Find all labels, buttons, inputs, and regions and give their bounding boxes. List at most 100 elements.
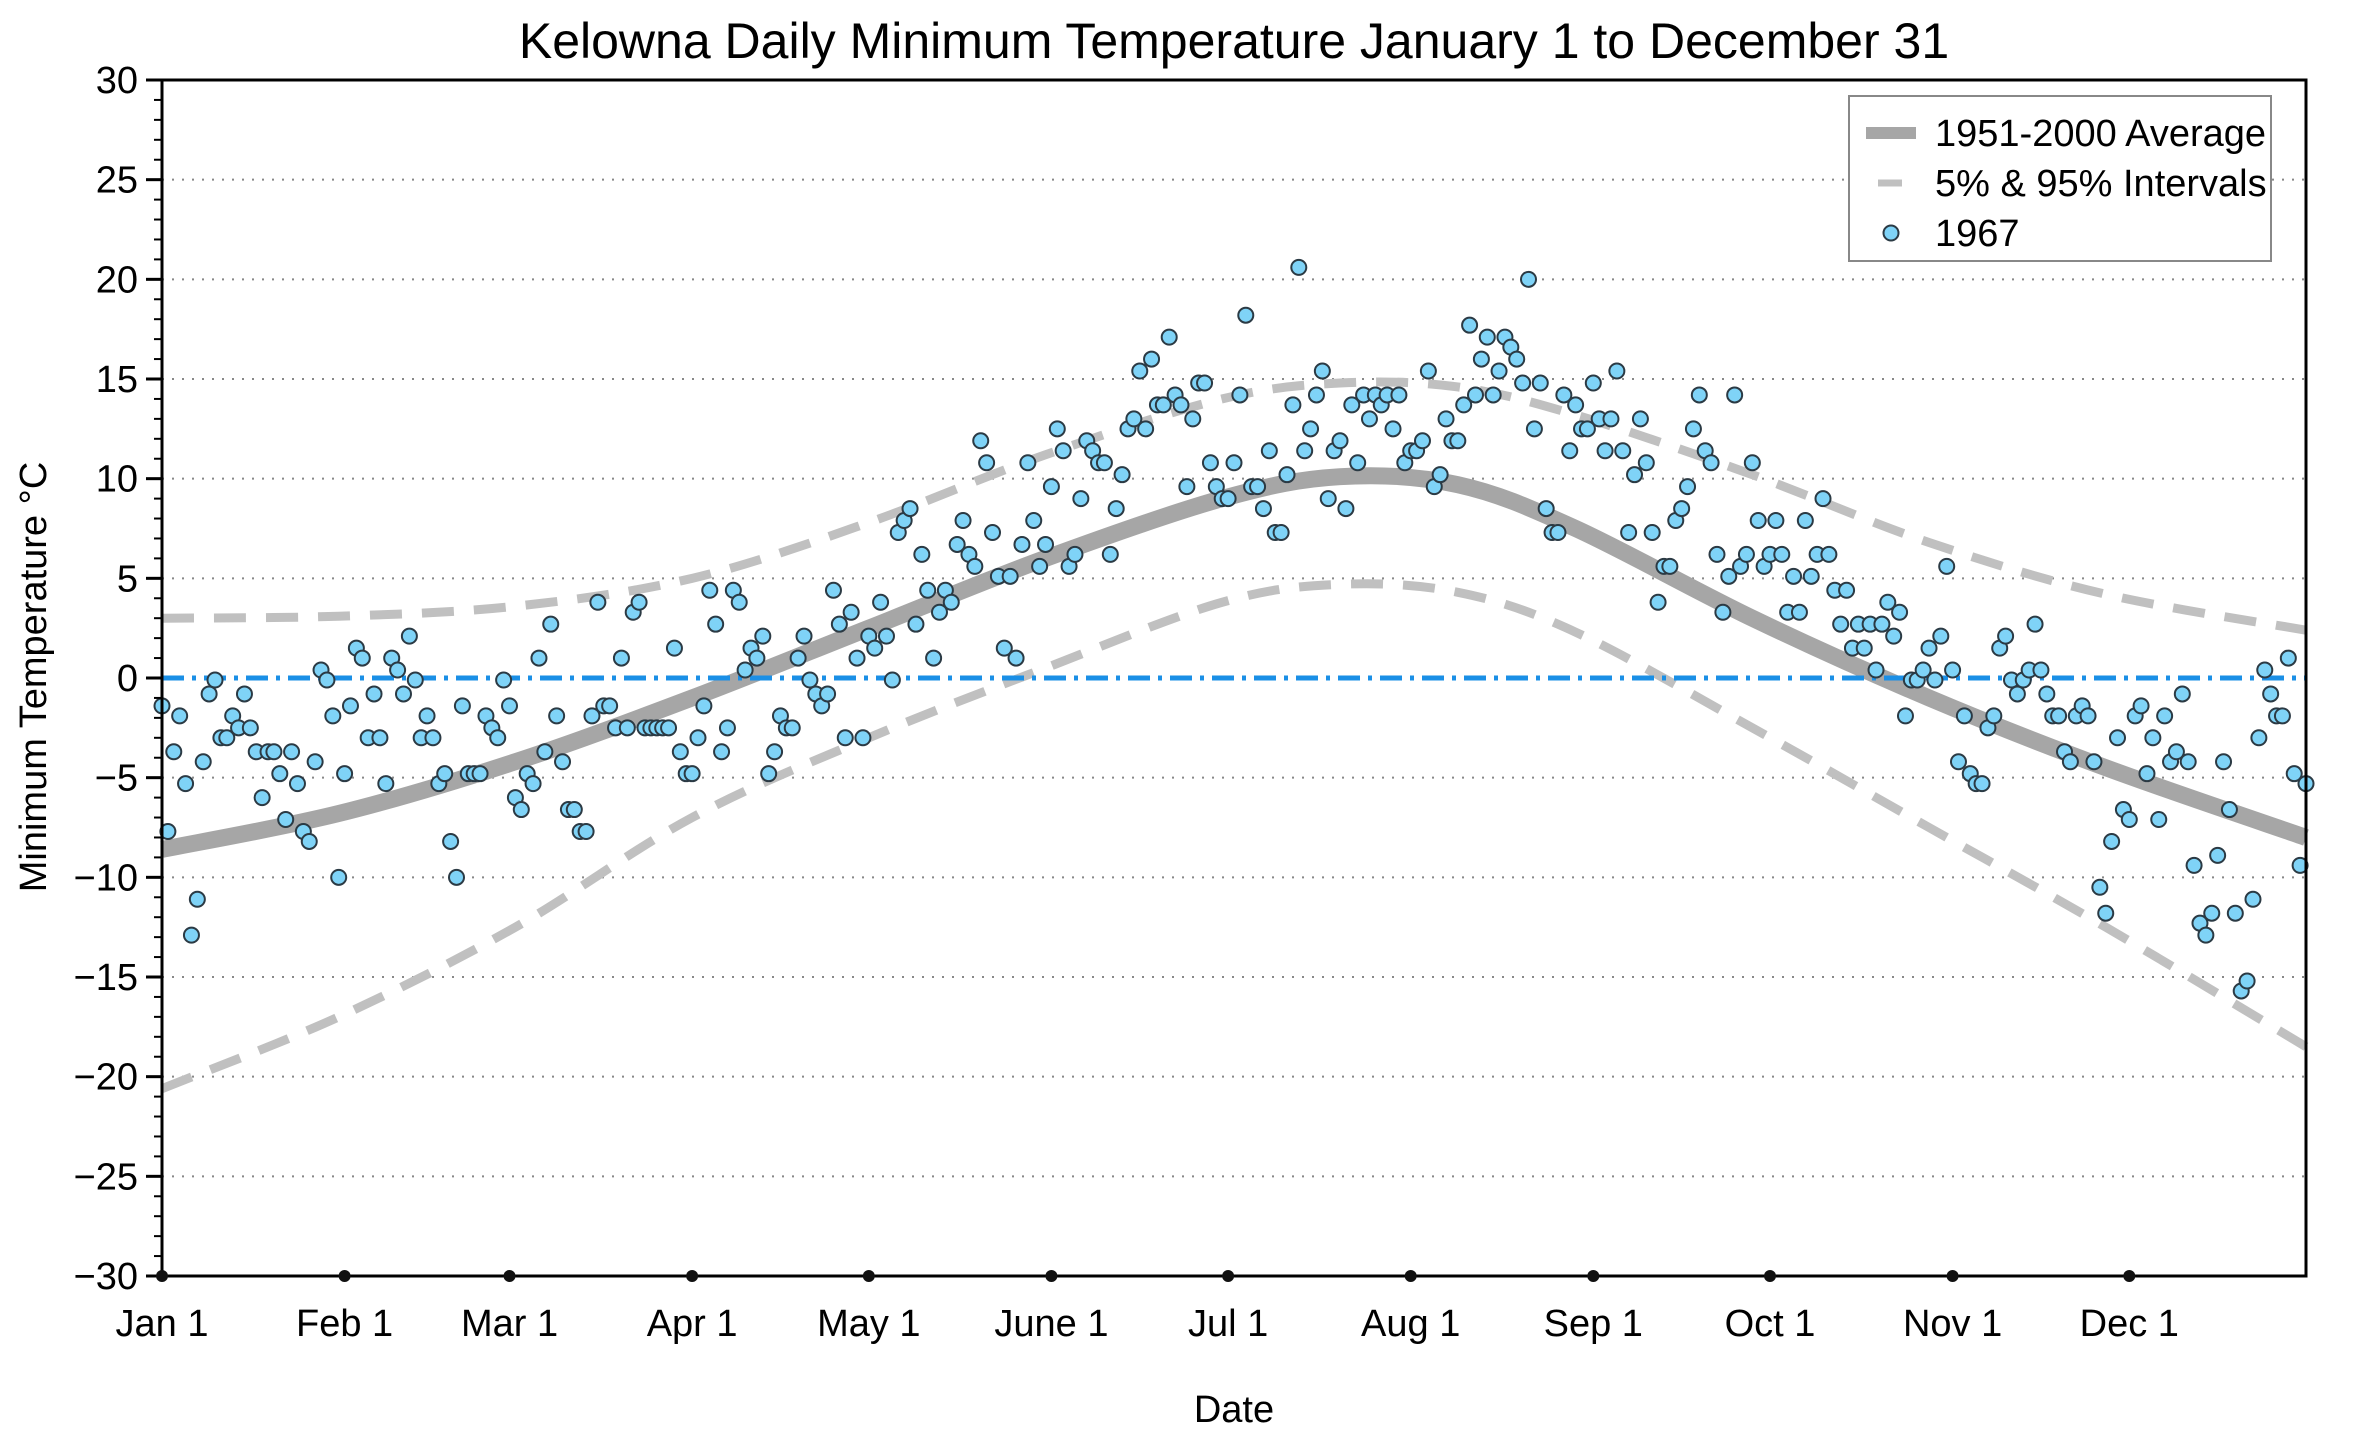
data-point [930,603,948,621]
data-point [1832,615,1850,633]
data-point [2132,697,2150,715]
data-point [2091,878,2109,896]
data-point [365,685,383,703]
data-point [1867,661,1885,679]
x-tick-label: Jan 1 [116,1303,209,1345]
data-point [783,719,801,737]
legend-label-average: 1951-2000 Average [1935,113,2266,155]
data-point [548,707,566,725]
y-tick-label: 0 [117,658,138,700]
data-point [1743,454,1761,472]
x-tick-marker [338,1270,351,1282]
data-point [565,801,583,819]
x-tick-marker [1587,1270,1600,1282]
x-tick-label: Nov 1 [1903,1303,2002,1345]
data-point [394,685,412,703]
data-point [1066,545,1084,563]
data-point [589,593,607,611]
y-tick-label: 5 [117,558,138,600]
data-point [1472,350,1490,368]
data-point [1237,306,1255,324]
data-point [324,707,342,725]
data-point [1955,707,1973,725]
data-point [2061,753,2079,771]
data-point [406,671,424,689]
data-point [2179,753,2197,771]
data-point [2262,685,2280,703]
data-point [1508,350,1526,368]
data-point [1449,432,1467,450]
data-point [1113,466,1131,484]
data-point [877,627,895,645]
data-point [1608,362,1626,380]
data-point [2038,685,2056,703]
data-point [1196,374,1214,392]
data-point [1125,410,1143,428]
data-point [2256,661,2274,679]
data-point [1042,478,1060,496]
data-point [954,512,972,530]
data-point [683,765,701,783]
data-point [2185,856,2203,874]
data-point [1637,454,1655,472]
data-point [1437,410,1455,428]
data-point [501,697,519,715]
data-point [1773,545,1791,563]
data-point [612,649,630,667]
data-point [1596,442,1614,460]
y-tick-label: 15 [96,359,138,401]
data-point [159,822,177,840]
legend-label-intervals: 5% & 95% Intervals [1935,163,2267,205]
legend: 1951-2000 Average 5% & 95% Intervals 196… [1848,95,2272,262]
data-point [1643,523,1661,541]
data-point [1855,639,1873,657]
data-point [1254,500,1272,518]
data-point [442,832,460,850]
data-point [1690,386,1708,404]
data-point [1949,753,1967,771]
data-point [866,639,884,657]
data-point [2203,904,2221,922]
data-point [948,535,966,553]
data-point [1555,386,1573,404]
data-point [389,661,407,679]
data-point [171,707,189,725]
data-point [371,729,389,747]
data-point [2244,890,2262,908]
data-point [1838,581,1856,599]
data-point [1107,500,1125,518]
data-point [277,811,295,829]
data-point [748,649,766,667]
average-line [160,467,2309,858]
data-point [1225,454,1243,472]
data-point [1048,420,1066,438]
data-point [760,765,778,783]
data-point [1037,535,1055,553]
y-tick-label: −15 [74,957,138,999]
data-point [2291,856,2309,874]
data-point [718,719,736,737]
data-point [1885,627,1903,645]
data-point [1349,454,1367,472]
data-point [1767,512,1785,530]
data-point [907,615,925,633]
data-point [1484,386,1502,404]
data-point [1896,707,1914,725]
x-tick-marker [1404,1270,1417,1282]
x-tick-marker [1764,1270,1776,1282]
data-point [2215,753,2233,771]
data-point [1708,545,1726,563]
x-tick-marker [156,1270,168,1282]
data-point [271,765,289,783]
data-point [436,765,454,783]
data-point [1360,410,1378,428]
data-point [235,685,253,703]
data-point [2097,904,2115,922]
data-point [200,685,218,703]
data-point [801,671,819,689]
data-point [1814,490,1832,508]
data-point [2144,729,2162,747]
data-point [1337,500,1355,518]
data-point [695,697,713,715]
data-point [448,868,466,886]
